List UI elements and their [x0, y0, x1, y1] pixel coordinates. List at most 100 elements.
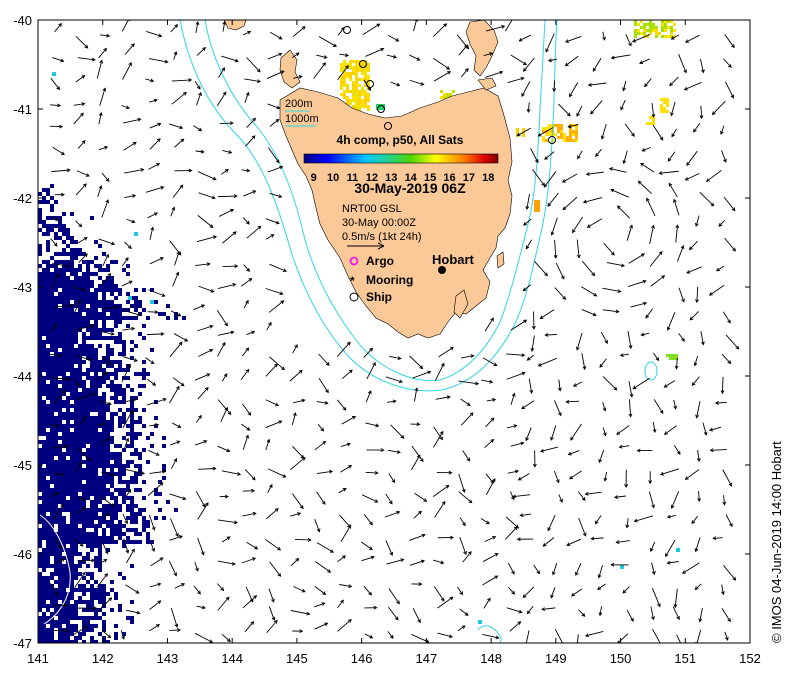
current-arrow-head — [514, 469, 520, 474]
sst-pixel — [106, 336, 110, 340]
current-arrow — [169, 493, 186, 500]
current-arrow-head — [245, 434, 249, 439]
sst-pixel — [54, 620, 58, 624]
sst-pixel — [82, 516, 86, 520]
sst-pixel — [62, 520, 66, 524]
current-arrow — [217, 399, 232, 415]
current-arrow-head — [624, 484, 629, 488]
current-arrow — [101, 172, 110, 182]
current-arrow — [102, 254, 109, 267]
current-arrow — [315, 561, 331, 573]
sst-pixel — [118, 460, 122, 464]
sst-pixel — [110, 456, 114, 460]
sst-pixel — [86, 400, 90, 404]
current-arrow-head — [271, 616, 276, 621]
current-arrow — [651, 102, 655, 118]
sst-pixel — [46, 312, 50, 316]
sst-pixel-warm — [670, 20, 673, 23]
sst-pixel — [118, 464, 122, 468]
sst-pixel-warm — [658, 32, 661, 35]
sst-pixel — [50, 296, 54, 300]
current-arrow-head — [728, 482, 733, 487]
sst-pixel — [86, 616, 90, 620]
sst-pixel — [90, 640, 94, 643]
sst-pixel — [102, 312, 106, 316]
sst-pixel — [54, 468, 58, 472]
sst-pixel — [66, 368, 70, 372]
current-arrow-head — [132, 194, 137, 198]
current-arrow-head — [251, 488, 256, 493]
current-arrow-head — [180, 382, 185, 387]
current-arrow — [669, 76, 679, 86]
current-arrow — [652, 421, 656, 433]
sst-pixel — [134, 476, 138, 480]
current-arrow — [652, 124, 664, 141]
sst-pixel — [54, 264, 58, 268]
current-arrow-head — [727, 360, 732, 365]
sst-pixel-warm — [666, 98, 669, 101]
sst-pixel — [74, 304, 78, 308]
current-arrow-head — [688, 246, 693, 251]
sst-pixel — [102, 596, 106, 600]
sst-pixel — [86, 388, 90, 392]
current-arrow-head — [536, 570, 540, 575]
sst-pixel — [62, 356, 66, 360]
sst-pixel — [78, 472, 82, 476]
sst-pixel — [82, 412, 86, 416]
sst-pixel-warm — [560, 130, 563, 133]
sst-pixel — [102, 460, 106, 464]
current-arrow-head — [446, 66, 451, 70]
current-arrow-head — [622, 589, 627, 594]
current-arrow — [412, 371, 431, 379]
current-arrow-head — [324, 400, 329, 405]
current-arrow-head — [492, 535, 497, 540]
current-arrow — [221, 633, 231, 642]
sst-pixel — [58, 400, 62, 404]
current-arrow-head — [730, 94, 735, 99]
sst-pixel — [70, 412, 74, 416]
sst-pixel — [78, 488, 82, 492]
sst-pixel — [90, 292, 94, 296]
current-arrow-head — [441, 500, 446, 505]
current-arrow — [458, 380, 479, 385]
current-arrow-head — [708, 427, 714, 432]
sst-pixel — [102, 476, 106, 480]
current-arrow-head — [230, 330, 235, 335]
current-arrow-head — [591, 272, 596, 277]
current-arrow — [266, 508, 279, 520]
current-arrow — [149, 583, 161, 588]
current-arrow-head — [347, 524, 352, 529]
current-arrow-head — [250, 620, 255, 625]
sst-pixel — [54, 296, 58, 300]
current-arrow-head — [547, 58, 552, 63]
sst-pixel — [50, 480, 54, 484]
sst-pixel — [138, 312, 142, 316]
current-arrow — [602, 309, 619, 313]
sst-pixel — [62, 272, 66, 276]
sst-pixel — [42, 600, 46, 604]
current-arrow-head — [727, 618, 731, 623]
sst-pixel — [86, 628, 90, 632]
sst-pixel — [54, 580, 58, 584]
sst-pixel — [106, 264, 110, 268]
current-arrow — [486, 399, 496, 402]
sst-pixel — [62, 496, 66, 500]
sst-pixel — [66, 344, 70, 348]
current-arrow-head — [617, 640, 621, 643]
current-arrow-head — [155, 452, 160, 456]
current-arrow — [562, 196, 578, 210]
current-arrow — [540, 309, 555, 319]
current-arrow-head — [59, 124, 64, 129]
sst-pixel — [62, 464, 66, 468]
sst-pixel — [142, 384, 146, 388]
sst-pixel — [74, 340, 78, 344]
current-arrow-head — [131, 43, 135, 48]
sst-pixel — [82, 320, 86, 324]
current-arrow-head — [60, 192, 65, 197]
sst-pixel — [50, 532, 54, 536]
sst-pixel — [38, 252, 42, 256]
current-arrow — [122, 327, 135, 331]
current-arrow-head — [468, 499, 473, 504]
sst-pixel-warm — [340, 66, 343, 69]
current-arrow — [700, 105, 703, 119]
